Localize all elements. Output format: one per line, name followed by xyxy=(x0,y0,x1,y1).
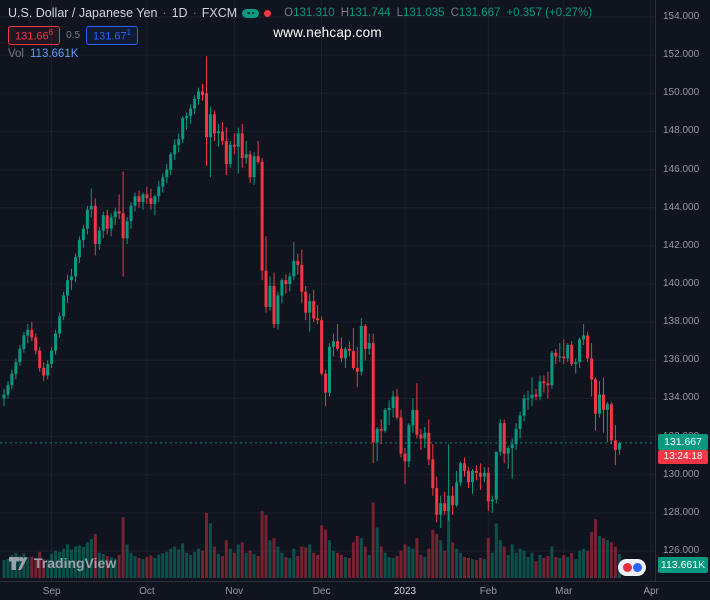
high-value: 131.744 xyxy=(349,7,391,19)
open-value: 131.310 xyxy=(293,7,335,19)
price-tick-label: 128.000 xyxy=(663,506,700,518)
price-tick-label: 126.000 xyxy=(663,545,700,556)
symbol-title[interactable]: U.S. Dollar / Japanese Yen xyxy=(8,6,158,20)
price-tick-label: 138.000 xyxy=(663,316,700,328)
tradingview-logo[interactable]: TradingView xyxy=(8,555,116,571)
chart-legend: U.S. Dollar / Japanese Yen · 1D · FXCM O… xyxy=(8,6,592,20)
price-tick-label: 142.000 xyxy=(663,239,700,251)
volume-axis-badge: 113.661K xyxy=(658,557,708,573)
broker-bubbles-icon[interactable] xyxy=(618,559,646,576)
time-axis[interactable]: Sep Oct Nov Dec 2023 Feb Mar Apr xyxy=(0,581,710,600)
buy-price-button[interactable]: 131.671 xyxy=(86,26,139,45)
price-tick-label: 154.000 xyxy=(663,11,700,22)
price-tick-label: 150.000 xyxy=(663,87,700,99)
separator: · xyxy=(192,6,197,20)
volume-label: Vol xyxy=(8,48,24,60)
volume-value: 113.661K xyxy=(30,48,79,60)
interval-label[interactable]: 1D xyxy=(171,6,188,20)
separator: · xyxy=(162,6,167,20)
price-tick-label: 140.000 xyxy=(663,278,700,289)
notification-dot-icon[interactable] xyxy=(264,9,272,17)
quote-row: 131.666 0.5 131.671 xyxy=(8,26,139,45)
tradingview-wordmark: TradingView xyxy=(34,555,117,571)
price-tick-label: 148.000 xyxy=(663,125,700,137)
candlestick-chart[interactable] xyxy=(0,0,655,581)
time-tick-label: Feb xyxy=(479,586,497,597)
watermark-text: www.nehcap.com xyxy=(273,25,382,40)
last-price-badge: 131.667 xyxy=(658,433,708,450)
time-tick-label: Mar xyxy=(555,586,573,597)
price-tick-label: 134.000 xyxy=(663,392,700,404)
price-axis[interactable]: 131.667 13:24:18 113.661K 154.000 152.000… xyxy=(655,0,710,581)
status-pill-icon[interactable] xyxy=(242,8,260,18)
grid-layer xyxy=(0,0,655,581)
time-tick-label: Apr xyxy=(643,586,659,597)
exchange-label[interactable]: FXCM xyxy=(201,6,238,20)
time-tick-label: Nov xyxy=(225,586,244,597)
close-value: 131.667 xyxy=(458,7,501,19)
spread-value: 0.5 xyxy=(66,29,81,41)
price-tick-label: 152.000 xyxy=(663,49,700,61)
change-value: +0.357 (+0.27%) xyxy=(506,7,593,19)
price-tick-label: 144.000 xyxy=(663,201,700,213)
volume-legend: Vol 113.661K xyxy=(8,48,78,60)
time-tick-label: Sep xyxy=(42,586,61,597)
price-tick-label: 136.000 xyxy=(663,354,700,366)
ohlc-values: O131.310 H131.744 L131.035 C131.667 +0.3… xyxy=(284,7,593,19)
time-tick-label: 2023 xyxy=(393,586,417,597)
low-value: 131.035 xyxy=(402,7,445,19)
bar-countdown-badge: 13:24:18 xyxy=(658,449,708,464)
tradingview-mark-icon xyxy=(9,556,28,570)
time-tick-label: Dec xyxy=(312,586,331,597)
time-tick-label: Oct xyxy=(139,586,155,597)
price-tick-label: 130.000 xyxy=(663,468,700,480)
sell-price-button[interactable]: 131.666 xyxy=(8,26,61,45)
price-tick-label: 146.000 xyxy=(663,163,700,175)
